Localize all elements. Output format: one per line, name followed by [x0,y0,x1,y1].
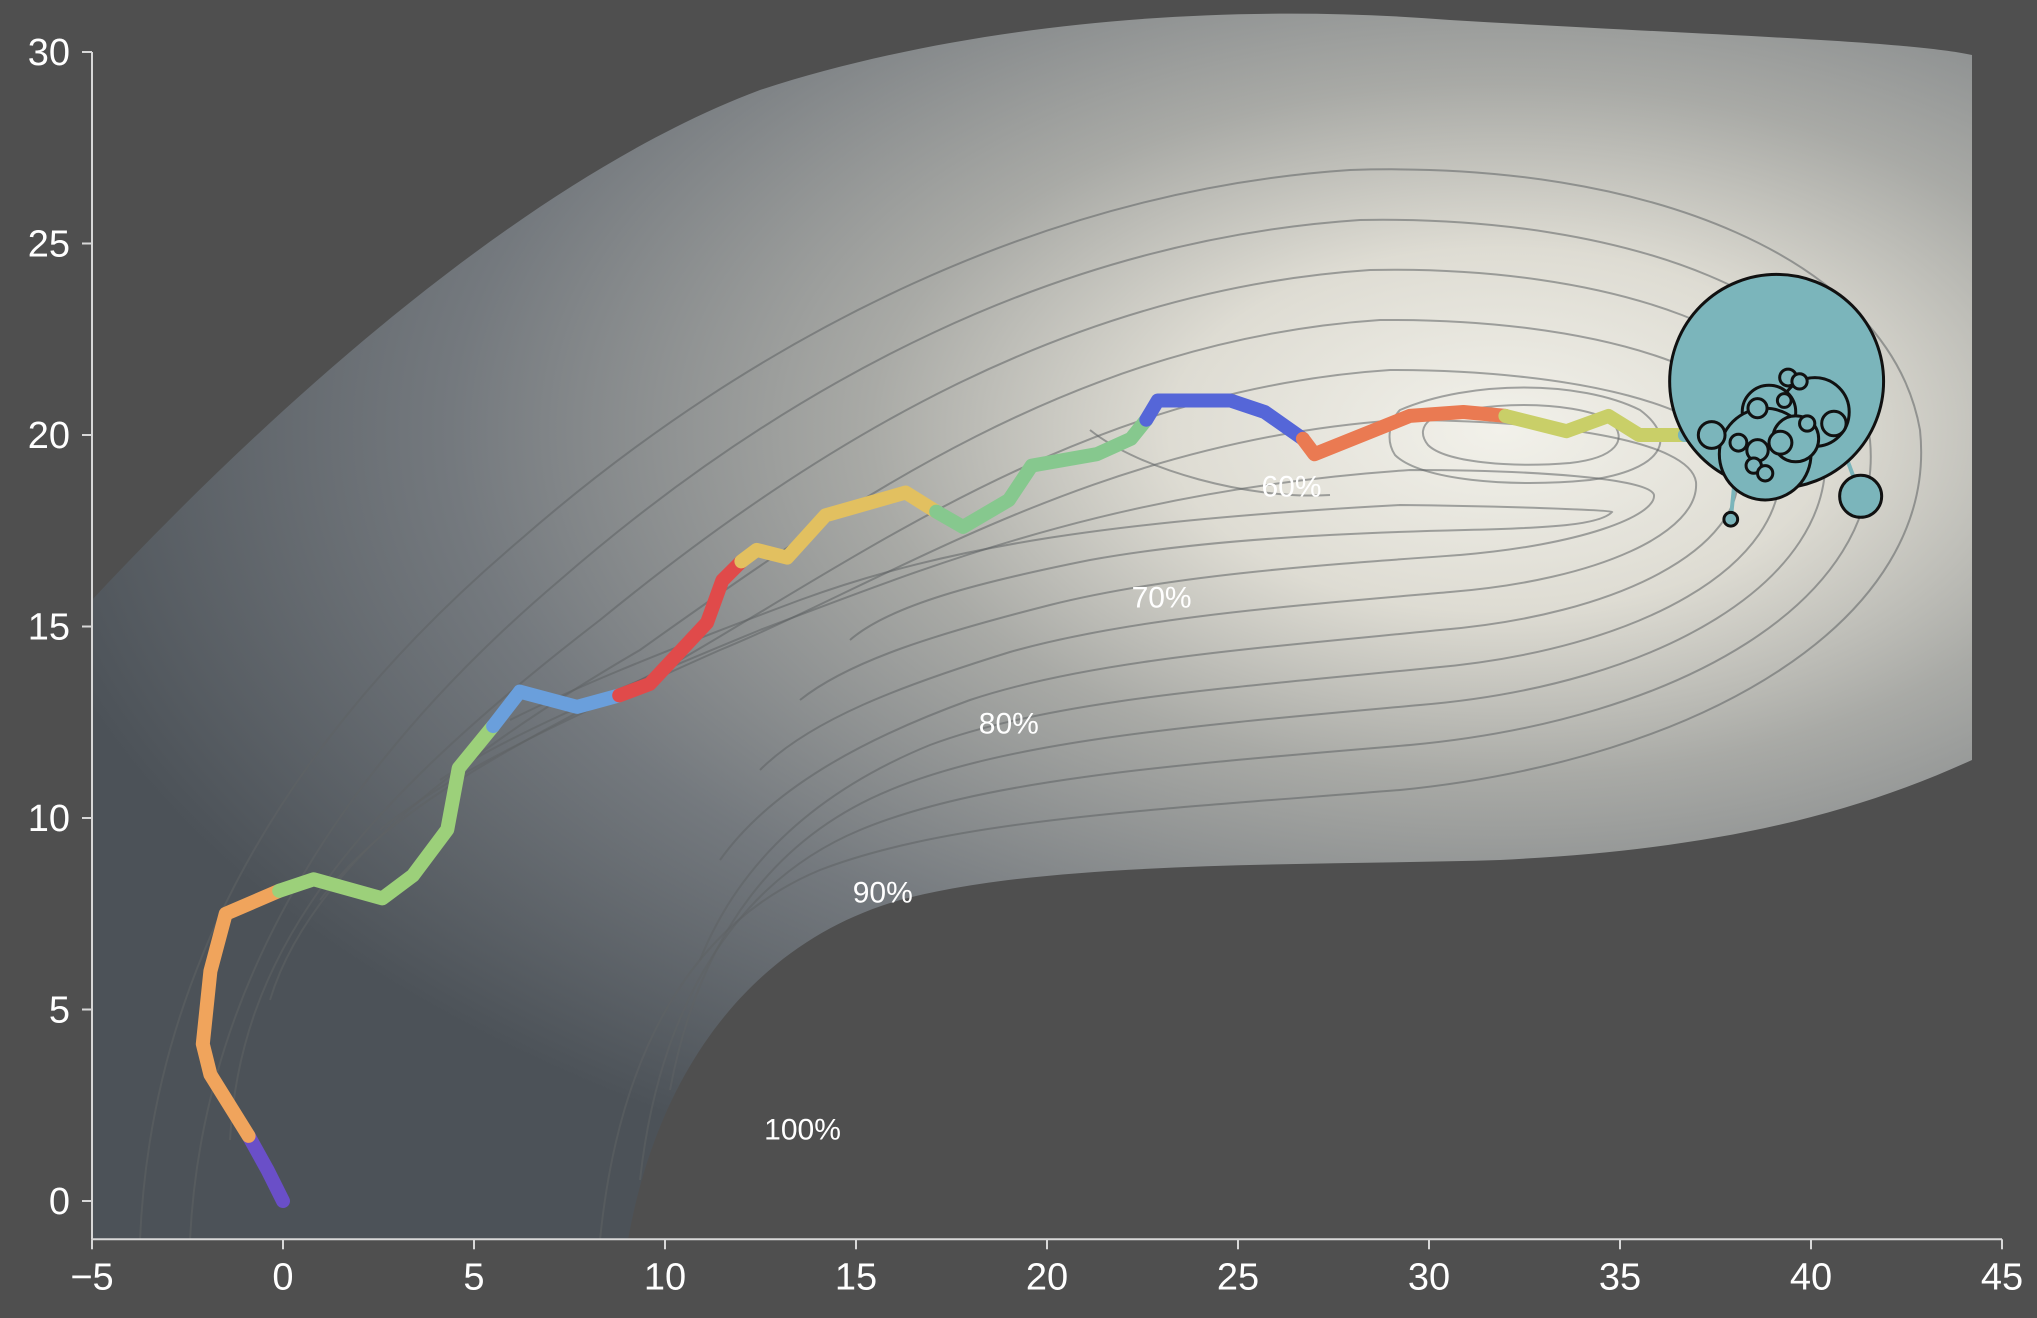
x-tick-label: 45 [1981,1256,2023,1298]
y-tick-label: 10 [28,798,70,840]
bubble-9 [1767,429,1794,456]
contour-label-5: 100% [764,1114,841,1147]
bubble-8 [1820,409,1848,438]
x-tick-label: 35 [1599,1256,1641,1298]
y-tick-label: 30 [28,32,70,74]
bubble-14 [1790,372,1809,391]
contour-label-3: 80% [979,708,1039,741]
trajectory-segment-6 [734,485,944,569]
density-surface [92,13,1972,1241]
trajectory-segment-10 [1498,408,1692,442]
trajectory-segment-4 [486,684,627,734]
bubble-18 [1775,392,1793,409]
bubble-6 [1838,473,1884,519]
trajectory-segment-7 [929,412,1154,534]
density-region-outer [92,13,1972,1240]
bubble-19 [1722,510,1740,528]
x-tick-label: 15 [835,1256,877,1298]
trajectory-segment-1 [241,1128,290,1208]
y-tick-label: 5 [49,990,70,1032]
y-tick-label: 25 [28,224,70,266]
plot-area: 60% 70% 80% 90% 100% [195,272,1886,1208]
bubble-11 [1728,432,1749,453]
x-tick-label: 30 [1408,1256,1450,1298]
x-tick-label: 20 [1026,1256,1068,1298]
trajectory-segment-9 [1295,405,1513,462]
contour-label-1: 60% [1261,470,1321,503]
trajectory-segment-3 [272,719,501,906]
x-tick-label: 25 [1217,1256,1259,1298]
trajectory-segment-8 [1139,393,1310,446]
x-tick-label: 5 [463,1256,484,1298]
x-tick-label: 40 [1790,1256,1832,1298]
bubble-12 [1746,397,1769,420]
contour-label-4: 90% [853,876,913,909]
trajectory-segment-5 [612,554,749,703]
x-tick-label: −5 [70,1256,113,1298]
x-tick-label: 0 [272,1256,293,1298]
contour-label-2: 70% [1132,581,1192,614]
x-tick-label: 10 [644,1256,686,1298]
y-tick-label: 15 [28,607,70,649]
trajectory-segment-2 [195,883,287,1143]
bubble-16 [1756,464,1775,483]
bubble-17 [1798,414,1817,433]
y-tick-label: 20 [28,415,70,457]
bubble-7 [1696,420,1727,450]
y-tick-label: 0 [49,1181,70,1223]
